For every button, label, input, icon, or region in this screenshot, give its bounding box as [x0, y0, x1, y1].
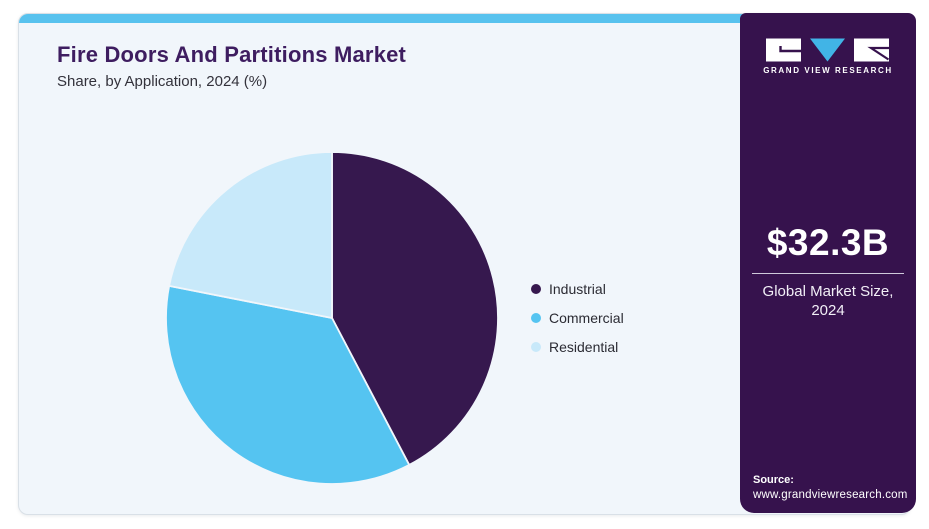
legend-item-industrial[interactable]: Industrial [531, 274, 624, 303]
source-label: Source: [753, 474, 794, 486]
gvr-logo-mark [766, 38, 890, 62]
gvr-logo-text: GRAND VIEW RESEARCH [763, 66, 893, 75]
logo-v-triangle-icon [810, 38, 845, 62]
legend-item-residential[interactable]: Residential [531, 332, 624, 361]
pie-slice-industrial[interactable] [331, 151, 499, 466]
logo-r-notch [867, 46, 890, 61]
market-size-label-line1: Global Market Size, [762, 283, 894, 300]
chart-subtitle: Share, by Application, 2024 (%) [57, 73, 268, 90]
source-url[interactable]: www.grandviewresearch.com [753, 489, 908, 501]
legend-swatch-icon [531, 283, 541, 294]
legend-item-commercial[interactable]: Commercial [531, 303, 624, 332]
logo-r-block [854, 38, 889, 62]
market-size-label-line2: 2024 [811, 302, 845, 319]
logo-g-notch [779, 46, 801, 53]
card-accent-bar [19, 14, 910, 23]
market-size-label: Global Market Size, 2024 [752, 282, 904, 320]
legend-label: Residential [549, 338, 619, 355]
pie-chart [160, 146, 504, 490]
stat-divider [752, 273, 904, 274]
sidebar: GRAND VIEW RESEARCH $32.3B Global Market… [740, 13, 916, 513]
market-size-value: $32.3B [766, 222, 890, 263]
legend-swatch-icon [531, 312, 541, 323]
chart-title: Fire Doors And Partitions Market [57, 42, 407, 67]
legend-swatch-icon [531, 341, 541, 352]
pie-slice-residential[interactable] [168, 151, 333, 319]
source-block: Source: www.grandviewresearch.com [753, 474, 908, 501]
legend-label: Industrial [549, 280, 606, 297]
legend: Industrial Commercial Residential [531, 274, 624, 361]
pie-slice-commercial[interactable] [165, 284, 411, 485]
gvr-logo: GRAND VIEW RESEARCH [740, 38, 916, 75]
market-size-stat: $32.3B Global Market Size, 2024 [752, 222, 904, 320]
legend-label: Commercial [549, 309, 624, 326]
